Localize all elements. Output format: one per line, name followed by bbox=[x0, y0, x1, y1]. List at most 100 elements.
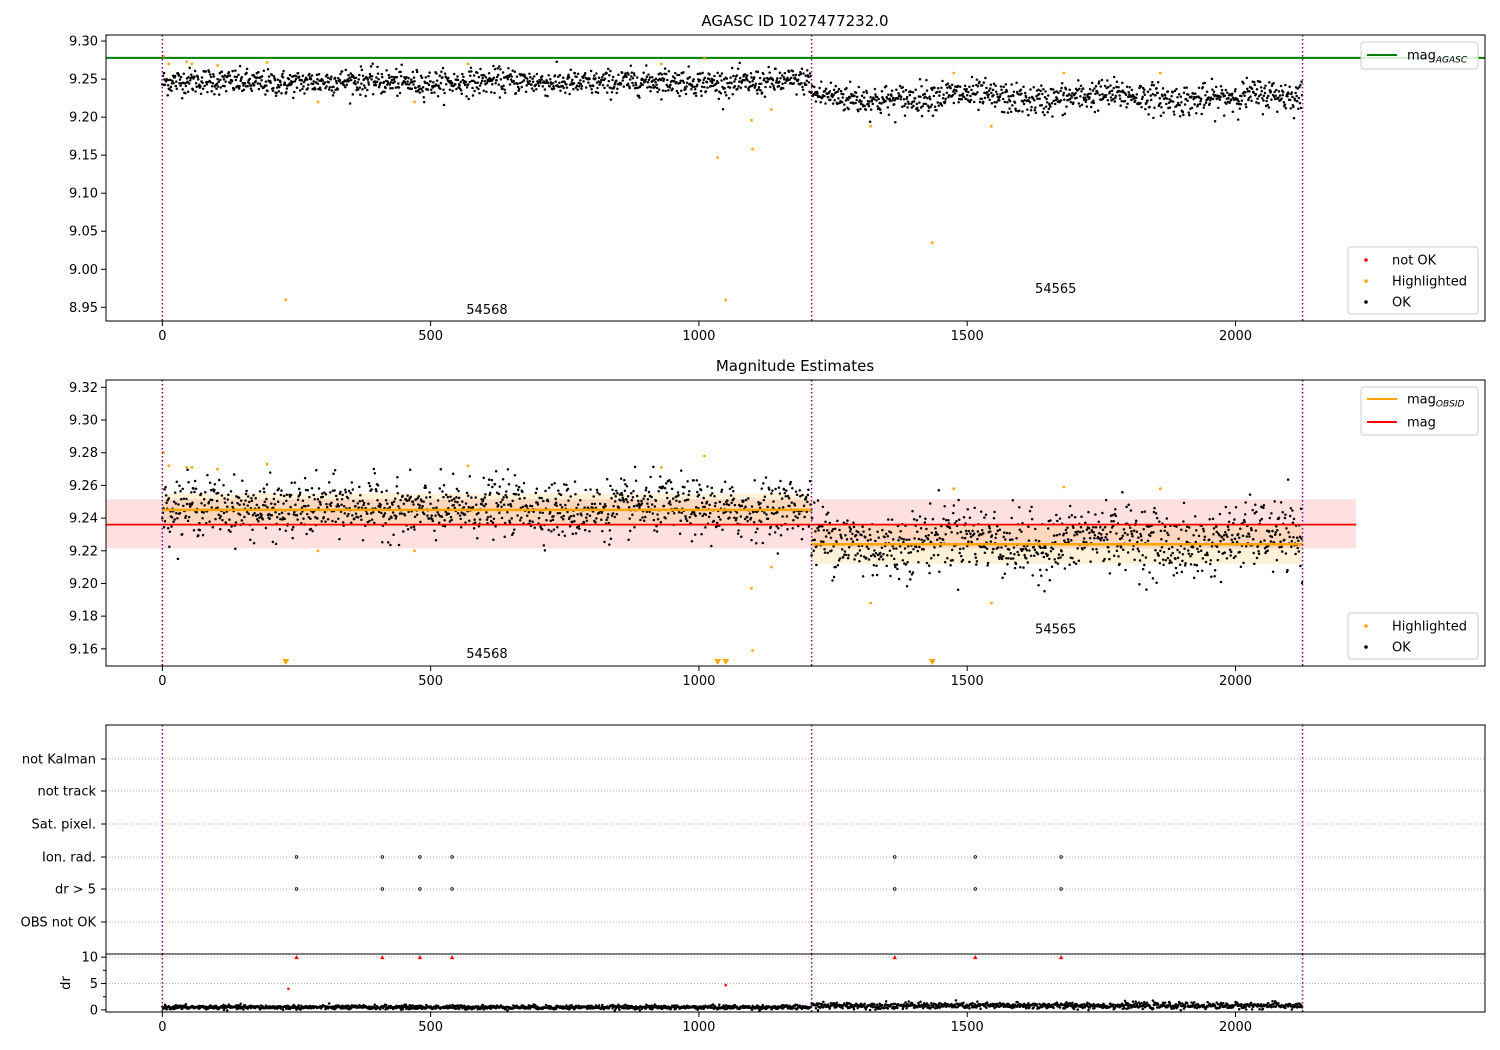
ok-point bbox=[1010, 83, 1013, 86]
ok-point bbox=[713, 74, 716, 78]
ok-point bbox=[807, 81, 811, 84]
ok-point bbox=[824, 520, 827, 523]
ok-point bbox=[545, 518, 548, 522]
ok-point bbox=[185, 497, 188, 501]
ok-point bbox=[828, 90, 832, 93]
ok-point bbox=[946, 86, 949, 89]
ok-point bbox=[546, 94, 549, 98]
ok-point bbox=[585, 519, 589, 523]
ok-point bbox=[1018, 109, 1021, 113]
flag-category-label: not Kalman bbox=[22, 753, 96, 768]
ok-point bbox=[1154, 94, 1157, 97]
ok-point bbox=[889, 574, 892, 578]
ok-point bbox=[163, 83, 167, 86]
ok-point bbox=[1229, 554, 1232, 557]
ok-point bbox=[1277, 90, 1281, 93]
ok-point bbox=[985, 547, 989, 550]
ok-point bbox=[1244, 545, 1248, 548]
ok-point bbox=[794, 515, 797, 518]
ok-point bbox=[257, 87, 261, 91]
ok-point bbox=[385, 489, 388, 492]
ok-point bbox=[1132, 97, 1135, 101]
ok-point bbox=[752, 520, 756, 524]
ok-point bbox=[454, 500, 457, 503]
ok-point bbox=[418, 504, 422, 507]
ok-point bbox=[1175, 571, 1179, 575]
ok-point bbox=[1067, 540, 1070, 544]
ok-point bbox=[1261, 97, 1264, 100]
ok-point bbox=[505, 490, 508, 493]
ok-point bbox=[766, 80, 769, 83]
ok-point bbox=[963, 87, 966, 91]
ok-point bbox=[759, 82, 763, 86]
ok-point bbox=[1167, 533, 1170, 537]
ok-point bbox=[349, 78, 353, 82]
ok-point bbox=[776, 552, 780, 555]
ok-point bbox=[894, 565, 897, 569]
ok-point bbox=[306, 87, 310, 90]
ok-point bbox=[584, 516, 588, 519]
ok-point bbox=[331, 94, 335, 97]
ok-point bbox=[875, 99, 878, 102]
ok-point bbox=[938, 537, 942, 540]
ok-point bbox=[851, 540, 855, 543]
ok-point bbox=[199, 92, 203, 96]
ok-point bbox=[877, 536, 880, 539]
ok-point bbox=[441, 66, 445, 70]
ok-point bbox=[561, 530, 564, 533]
ok-point bbox=[980, 84, 984, 87]
ok-point bbox=[1166, 90, 1170, 93]
ok-point bbox=[696, 83, 699, 87]
ok-point bbox=[287, 512, 291, 516]
ok-point bbox=[199, 84, 202, 88]
ok-point bbox=[860, 100, 863, 103]
ok-point bbox=[605, 518, 608, 522]
ok-point bbox=[654, 77, 658, 80]
ok-point bbox=[323, 81, 327, 84]
ok-point bbox=[368, 72, 372, 76]
ok-point bbox=[1202, 527, 1205, 531]
ok-point bbox=[473, 521, 477, 524]
ok-point bbox=[646, 80, 650, 84]
ok-point bbox=[389, 543, 392, 547]
ok-point bbox=[552, 87, 556, 90]
ok-point bbox=[757, 85, 761, 89]
ok-point bbox=[514, 91, 518, 95]
ok-point bbox=[716, 81, 720, 85]
ok-point bbox=[283, 83, 287, 86]
ok-point bbox=[795, 493, 799, 496]
ok-point bbox=[851, 93, 854, 96]
ok-point bbox=[1216, 558, 1220, 562]
ok-point bbox=[1205, 551, 1209, 554]
ok-point bbox=[1019, 88, 1023, 92]
ok-point bbox=[573, 72, 577, 75]
ok-point bbox=[687, 493, 690, 497]
ok-point bbox=[656, 90, 659, 94]
ok-point bbox=[941, 79, 944, 83]
ok-point bbox=[267, 75, 271, 78]
ok-point bbox=[242, 88, 246, 91]
ok-point bbox=[904, 88, 908, 92]
ok-point bbox=[531, 80, 535, 84]
ok-point bbox=[1266, 103, 1269, 107]
ok-point bbox=[646, 502, 649, 505]
flag-point bbox=[380, 887, 385, 891]
ok-point bbox=[1020, 530, 1023, 534]
ok-point bbox=[520, 85, 524, 89]
ok-point bbox=[375, 80, 379, 84]
ok-point bbox=[886, 535, 890, 538]
ok-point bbox=[265, 483, 269, 486]
ok-point bbox=[825, 513, 828, 516]
ok-point bbox=[609, 484, 612, 488]
ok-point bbox=[774, 67, 777, 70]
ok-point bbox=[996, 529, 1000, 533]
ok-point bbox=[836, 564, 840, 567]
ok-point bbox=[285, 1007, 288, 1010]
ok-point bbox=[220, 70, 224, 73]
legend-ok-swatch bbox=[1364, 300, 1368, 304]
ok-point bbox=[477, 75, 481, 79]
ok-point bbox=[1084, 100, 1088, 104]
ok-point bbox=[295, 513, 299, 517]
ok-point bbox=[955, 89, 958, 93]
ok-point bbox=[420, 499, 423, 503]
